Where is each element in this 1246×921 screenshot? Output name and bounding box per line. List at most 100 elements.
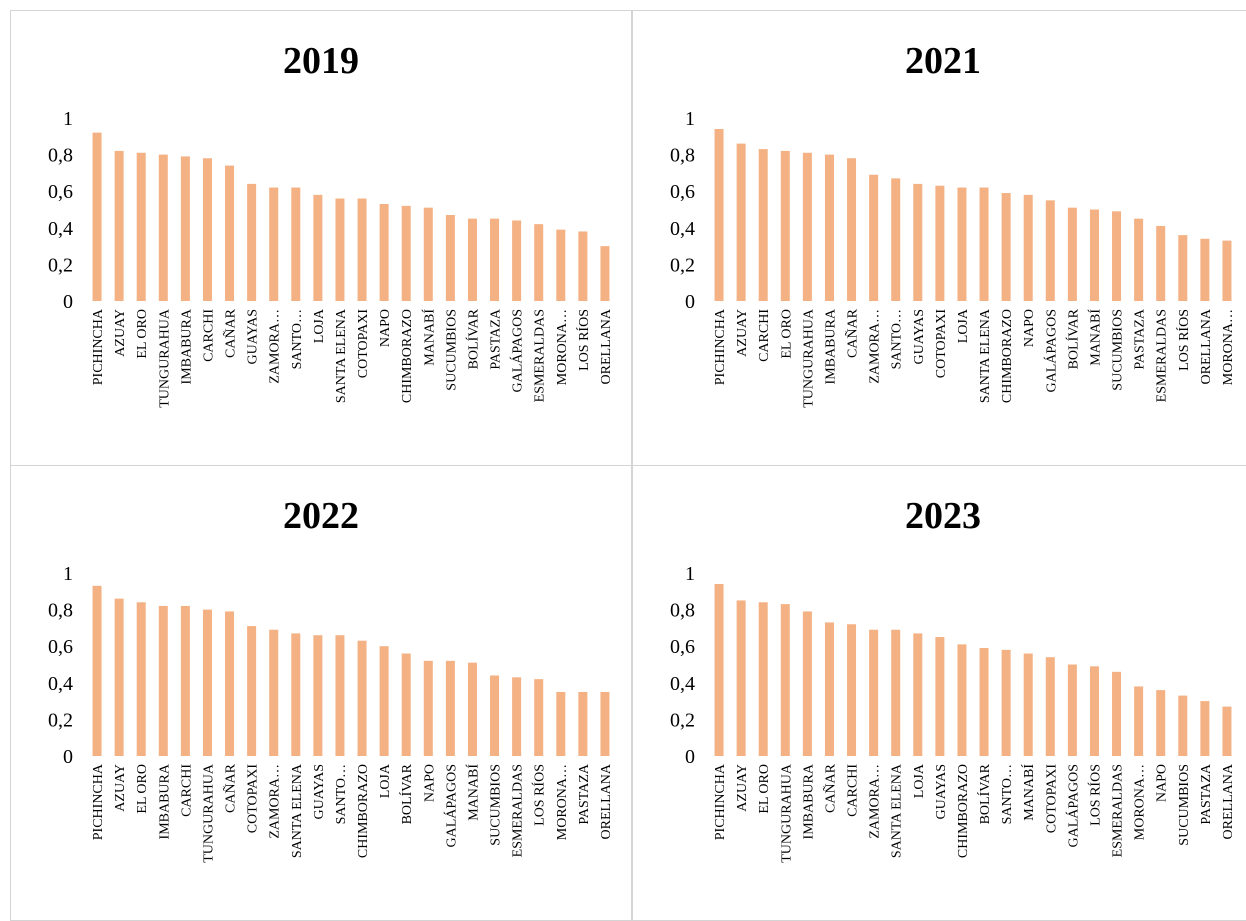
chart-panel-2021: 2021 0 0,2 0,4 0,6 0,8 1 PICHINCHA AZUAY CARCHI EL… bbox=[632, 10, 1246, 466]
chart-svg: 2019 0 0,2 0,4 0,6 0,8 1 PICHINCHA AZUAY EL ORO TU… bbox=[48, 40, 614, 408]
bar bbox=[1200, 701, 1210, 756]
x-tick-label: CARCHI bbox=[201, 309, 216, 362]
bar bbox=[1089, 666, 1099, 756]
x-tick-label: AZUAY bbox=[113, 764, 128, 812]
x-tick-label: IMBABURA bbox=[157, 763, 172, 839]
x-tick-label: SANTA ELENA bbox=[290, 763, 305, 858]
bar bbox=[891, 629, 901, 756]
x-tick-label: TUNGURAHUA bbox=[779, 763, 794, 863]
x-tick-label: LOJA bbox=[378, 763, 393, 798]
x-tick-label: GALÁPAGOS bbox=[442, 764, 459, 848]
bar bbox=[714, 128, 724, 301]
bar bbox=[335, 635, 345, 756]
bar bbox=[269, 187, 279, 301]
y-tick-label: 0,2 bbox=[670, 709, 695, 731]
bar bbox=[714, 583, 724, 756]
x-tick-label: COTOPAXI bbox=[246, 764, 261, 834]
x-tick-label: ZAMORA… bbox=[268, 309, 283, 384]
x-tick-label: LOS RÍOS bbox=[1175, 309, 1192, 371]
x-tick-label: CHIMBORAZO bbox=[356, 764, 371, 858]
bar bbox=[1156, 690, 1166, 756]
x-tick-label: SANTA ELENA bbox=[890, 763, 905, 858]
x-tick-label: SANTA ELENA bbox=[334, 308, 349, 403]
bar bbox=[979, 187, 989, 301]
bar bbox=[1001, 193, 1011, 301]
x-tick-label: MORONA… bbox=[555, 764, 570, 840]
bar bbox=[869, 174, 879, 301]
chart-svg: 2021 0 0,2 0,4 0,6 0,8 1 PICHINCHA AZUAY CARCHI EL… bbox=[670, 40, 1236, 408]
x-tick-label: ORELLANA bbox=[599, 308, 614, 384]
x-tick-label: BOLÍVAR bbox=[976, 763, 993, 824]
bar bbox=[423, 660, 433, 756]
bar bbox=[824, 622, 834, 756]
bar bbox=[114, 150, 124, 301]
y-tick-label: 0,2 bbox=[48, 254, 73, 276]
y-tick-label: 0,8 bbox=[670, 145, 695, 167]
bar bbox=[1178, 235, 1188, 301]
bar bbox=[92, 132, 102, 301]
bar bbox=[1045, 657, 1055, 756]
x-tick-label: MANABÍ bbox=[464, 764, 481, 821]
x-tick-label: IMBABURA bbox=[179, 308, 194, 384]
x-tick-label: MORONA… bbox=[1133, 764, 1148, 840]
x-tick-label: GUAYAS bbox=[934, 764, 949, 820]
chart-panel-2019: 2019 0 0,2 0,4 0,6 0,8 1 PICHINCHA AZUAY EL ORO TU… bbox=[10, 10, 632, 466]
y-tick-label: 0,4 bbox=[670, 218, 695, 240]
bar bbox=[802, 611, 812, 756]
bar bbox=[935, 185, 945, 301]
x-tick-label: SANTO… bbox=[890, 309, 905, 369]
bar bbox=[1023, 194, 1033, 301]
chart-panel-2023: 2023 0 0,2 0,4 0,6 0,8 1 PICHINCHA AZUAY EL ORO TU… bbox=[632, 465, 1246, 921]
y-tick-label: 0,4 bbox=[670, 673, 695, 695]
x-tick-label: CAÑAR bbox=[223, 763, 239, 813]
x-tick-label: AZUAY bbox=[735, 764, 750, 812]
bar bbox=[291, 633, 301, 756]
x-tick-label: NAPO bbox=[378, 309, 393, 347]
bar bbox=[401, 205, 411, 301]
x-tick-label: GUAYAS bbox=[246, 309, 261, 365]
y-tick-label: 0 bbox=[685, 291, 695, 313]
y-tick-label: 0,2 bbox=[48, 709, 73, 731]
x-tick-label: COTOPAXI bbox=[356, 309, 371, 379]
x-tick-label: NAPO bbox=[1155, 764, 1170, 802]
bar bbox=[1178, 695, 1188, 756]
x-tick-label: ORELLANA bbox=[1199, 308, 1214, 384]
chart-title: 2021 bbox=[905, 40, 981, 82]
x-tick-label: COTOPAXI bbox=[934, 309, 949, 379]
x-tick-label: LOS RÍOS bbox=[1086, 764, 1103, 826]
x-tick-label: ESMERALDAS bbox=[533, 309, 548, 402]
bar bbox=[736, 143, 746, 301]
x-tick-label: MORONA… bbox=[555, 309, 570, 385]
x-tick-label: ORELLANA bbox=[1221, 763, 1236, 839]
x-tick-label: TUNGURAHUA bbox=[801, 308, 816, 408]
x-tick-label: TUNGURAHUA bbox=[157, 308, 172, 408]
x-tick-label: EL ORO bbox=[779, 309, 794, 359]
bar bbox=[158, 605, 168, 756]
y-tick-label: 0 bbox=[685, 746, 695, 768]
x-tick-label: EL ORO bbox=[757, 764, 772, 814]
x-tick-label: SANTO… bbox=[1000, 764, 1015, 824]
bar bbox=[225, 165, 235, 301]
x-tick-label: PASTAZA bbox=[489, 308, 504, 369]
bar bbox=[247, 183, 257, 301]
y-tick-label: 1 bbox=[63, 563, 73, 585]
x-tick-label: SANTO… bbox=[290, 309, 305, 369]
x-tick-label: BOLÍVAR bbox=[398, 763, 415, 824]
bar bbox=[269, 629, 279, 756]
x-tick-label: CAÑAR bbox=[223, 308, 239, 358]
x-tick-label: LOJA bbox=[912, 763, 927, 798]
y-tick-label: 0,8 bbox=[48, 145, 73, 167]
x-tick-label: PICHINCHA bbox=[91, 308, 106, 385]
x-tick-label: PASTAZA bbox=[1133, 308, 1148, 369]
bar bbox=[913, 183, 923, 301]
bar bbox=[379, 646, 389, 756]
x-tick-label: IMBABURA bbox=[801, 763, 816, 839]
x-tick-label: BOLÍVAR bbox=[464, 308, 481, 369]
x-tick-label: ZAMORA… bbox=[268, 764, 283, 839]
x-tick-label: AZUAY bbox=[735, 309, 750, 357]
x-tick-label: MANABÍ bbox=[1020, 764, 1037, 821]
x-tick-label: IMBABURA bbox=[823, 308, 838, 384]
bar bbox=[512, 677, 522, 756]
bar bbox=[445, 214, 455, 301]
y-tick-label: 0,6 bbox=[48, 181, 73, 203]
